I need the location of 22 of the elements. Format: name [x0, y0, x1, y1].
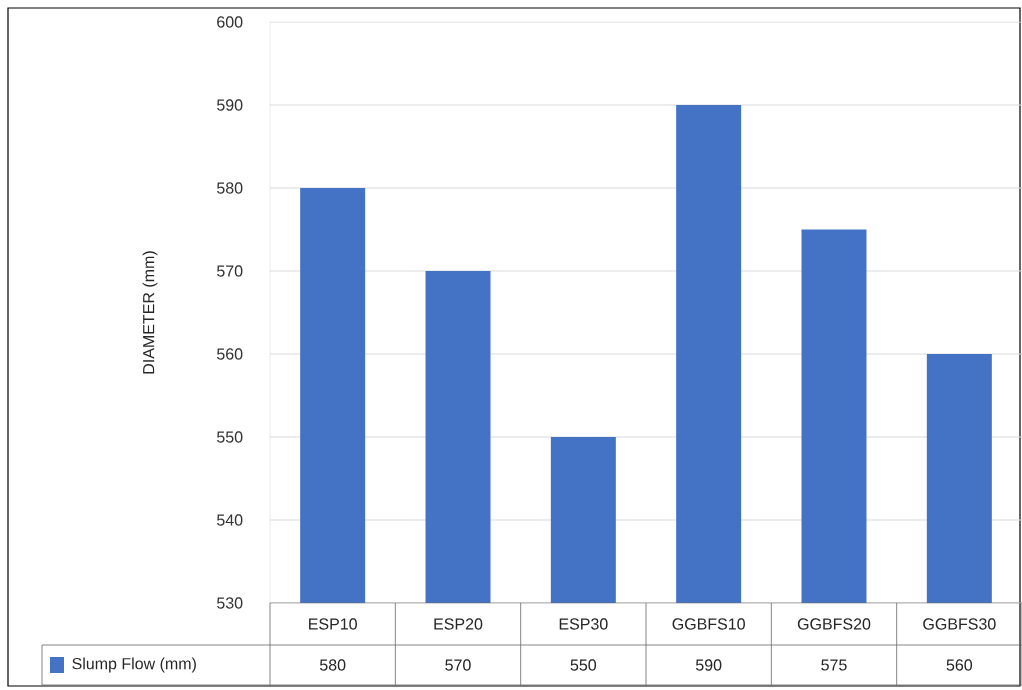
- data-label: 575: [821, 659, 847, 671]
- x-tick-label: ESP10: [309, 618, 357, 630]
- data-label: 580: [319, 659, 346, 671]
- x-tick-label: GGBFS20: [797, 618, 871, 630]
- x-tick-label: ESP30: [559, 618, 608, 630]
- legend-label: Slump Flow (mm): [72, 657, 196, 673]
- y-tick-label: 570: [217, 265, 243, 277]
- y-tick-label: 580: [217, 182, 243, 194]
- y-tick-label: 600: [217, 16, 243, 28]
- x-tick-label: GGBFS30: [923, 618, 996, 630]
- data-label: 570: [445, 659, 471, 671]
- y-tick-label: 530: [217, 597, 243, 609]
- y-tick-label: 550: [217, 431, 243, 443]
- y-tick-label: 540: [217, 514, 243, 526]
- y-tick-label: 560: [217, 348, 243, 360]
- x-tick-label: ESP20: [434, 618, 483, 630]
- data-label: 590: [695, 659, 722, 671]
- x-tick-label: GGBFS10: [672, 618, 745, 630]
- y-tick-label: 590: [217, 99, 243, 111]
- data-label: 560: [946, 659, 973, 671]
- data-label: 550: [570, 659, 597, 671]
- y-axis-title: DIAMETER (mm): [142, 251, 158, 374]
